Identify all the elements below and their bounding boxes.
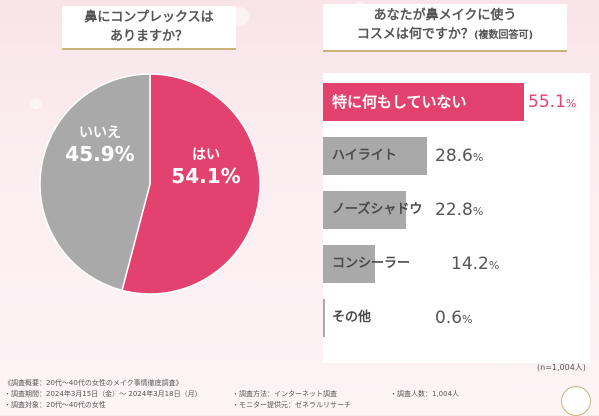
footer-count: ・調査人数：1,004人	[390, 390, 460, 398]
bar-concealer	[323, 245, 375, 283]
bar-value-nose-shadow: 22.8%	[435, 200, 484, 220]
bar-value-other: 0.6%	[435, 308, 473, 328]
bar-value-concealer: 14.2%	[451, 254, 500, 274]
footer-period: ・調査期間：2024年3月15日（金）〜 2024年3月18日（月）	[4, 390, 202, 398]
bar-value-nothing: 55.1%	[528, 92, 577, 112]
bar-label-nothing: 特に何もしていない	[332, 93, 467, 111]
pie-title-line2: ありますか？	[109, 29, 188, 44]
bar-row-highlight: ハイライト 28.6%	[323, 137, 590, 175]
bar-nose-shadow	[323, 191, 406, 229]
pie-chart-svg	[39, 73, 261, 295]
footer-provider: ・モニター提供元：ゼネラルリサーチ	[232, 401, 351, 409]
bar-label-other: その他	[332, 310, 372, 325]
bar-title-main: コスメは何ですか？	[356, 27, 474, 42]
bar-title-note: (複数回答可)	[473, 30, 534, 41]
pie-slice-no-value: 45.9%	[65, 142, 135, 166]
pie-slice-no-label: いいえ	[79, 125, 121, 141]
bar-chart-title: あなたが鼻メイクに使う コスメは何ですか？(複数回答可)	[323, 4, 567, 52]
bar-other	[323, 299, 325, 337]
bar-row-other: その他 0.6%	[323, 299, 590, 337]
pie-label-yes: はい 54.1%	[164, 144, 248, 188]
bar-row-concealer: コンシーラー 14.2%	[323, 245, 590, 283]
sample-size-note: (n=1,004人)	[537, 363, 586, 372]
pie-chart-title: 鼻にコンプレックスは ありますか？	[62, 6, 236, 50]
pie-chart: はい 54.1% いいえ 45.9%	[38, 72, 262, 296]
pie-slice-no	[39, 73, 151, 292]
bar-title-line2: コスメは何ですか？(複数回答可)	[323, 25, 567, 45]
bar-row-nothing: 特に何もしていない 55.1%	[323, 83, 590, 121]
pie-slice-yes	[121, 73, 261, 295]
bar-label-nose-shadow: ノーズシャドウ	[332, 202, 423, 217]
bar-label-highlight: ハイライト	[332, 148, 397, 163]
footer-target: ・調査対象：20代〜40代の女性	[4, 401, 106, 409]
pie-label-no: いいえ 45.9%	[60, 122, 140, 166]
seal-logo	[561, 386, 591, 416]
pie-slice-yes-label: はい	[192, 147, 220, 163]
footer-method: ・調査方法：インターネット調査	[232, 390, 337, 398]
bar-title-line1: あなたが鼻メイクに使う	[373, 8, 517, 23]
bar-row-nose-shadow: ノーズシャドウ 22.8%	[323, 191, 590, 229]
footer-overview: 《調査概要：20代〜40代の女性のメイク事情徹底調査》	[4, 379, 183, 387]
pie-slice-yes-value: 54.1%	[171, 164, 241, 188]
bar-value-highlight: 28.6%	[435, 146, 484, 166]
bar-label-concealer: コンシーラー	[332, 256, 411, 271]
bar-highlight	[323, 137, 427, 175]
bar-nothing	[323, 83, 524, 121]
pie-title-line1: 鼻にコンプレックスは	[84, 10, 214, 25]
bar-chart: 特に何もしていない 55.1% ハイライト 28.6% ノーズシャドウ 22.8% コンシー…	[323, 73, 590, 363]
